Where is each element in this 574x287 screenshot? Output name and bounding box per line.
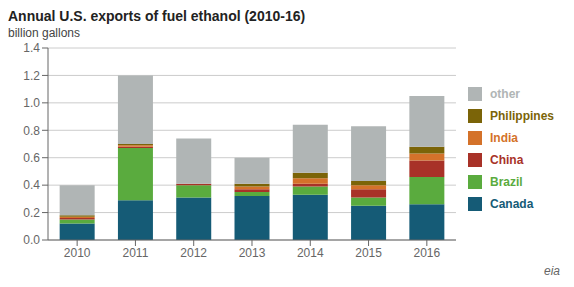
html-text:billion gallons: billion gallons xyxy=(8,26,80,40)
svg-text:0.2: 0.2 xyxy=(23,206,40,220)
svg-text:2013: 2013 xyxy=(239,246,266,260)
svg-text:1.0: 1.0 xyxy=(23,96,40,110)
svg-text:0.4: 0.4 xyxy=(23,178,40,192)
svg-text:2011: 2011 xyxy=(123,246,149,260)
svg-text:1.2: 1.2 xyxy=(23,69,40,83)
html-text:China: China xyxy=(490,152,524,167)
svg-text:2014: 2014 xyxy=(297,246,324,260)
html-text:Brazil: Brazil xyxy=(490,174,523,189)
html-text:Canada: Canada xyxy=(490,196,534,211)
svg-text:0.8: 0.8 xyxy=(23,124,40,138)
svg-text:2016: 2016 xyxy=(413,246,440,260)
html-text:India: India xyxy=(490,130,518,145)
svg-text:0.0: 0.0 xyxy=(23,233,40,247)
html-text:eia: eia xyxy=(544,264,560,278)
svg-text:2010: 2010 xyxy=(64,246,91,260)
svg-text:2015: 2015 xyxy=(355,246,382,260)
html-text:other: other xyxy=(490,86,520,101)
svg-text:2012: 2012 xyxy=(180,246,207,260)
svg-text:0.6: 0.6 xyxy=(23,151,40,165)
html-text:Philippines: Philippines xyxy=(490,108,554,123)
html-text:Annual U.S. exports of fuel et: Annual U.S. exports of fuel ethanol (201… xyxy=(8,8,306,24)
svg-text:1.4: 1.4 xyxy=(23,41,40,55)
